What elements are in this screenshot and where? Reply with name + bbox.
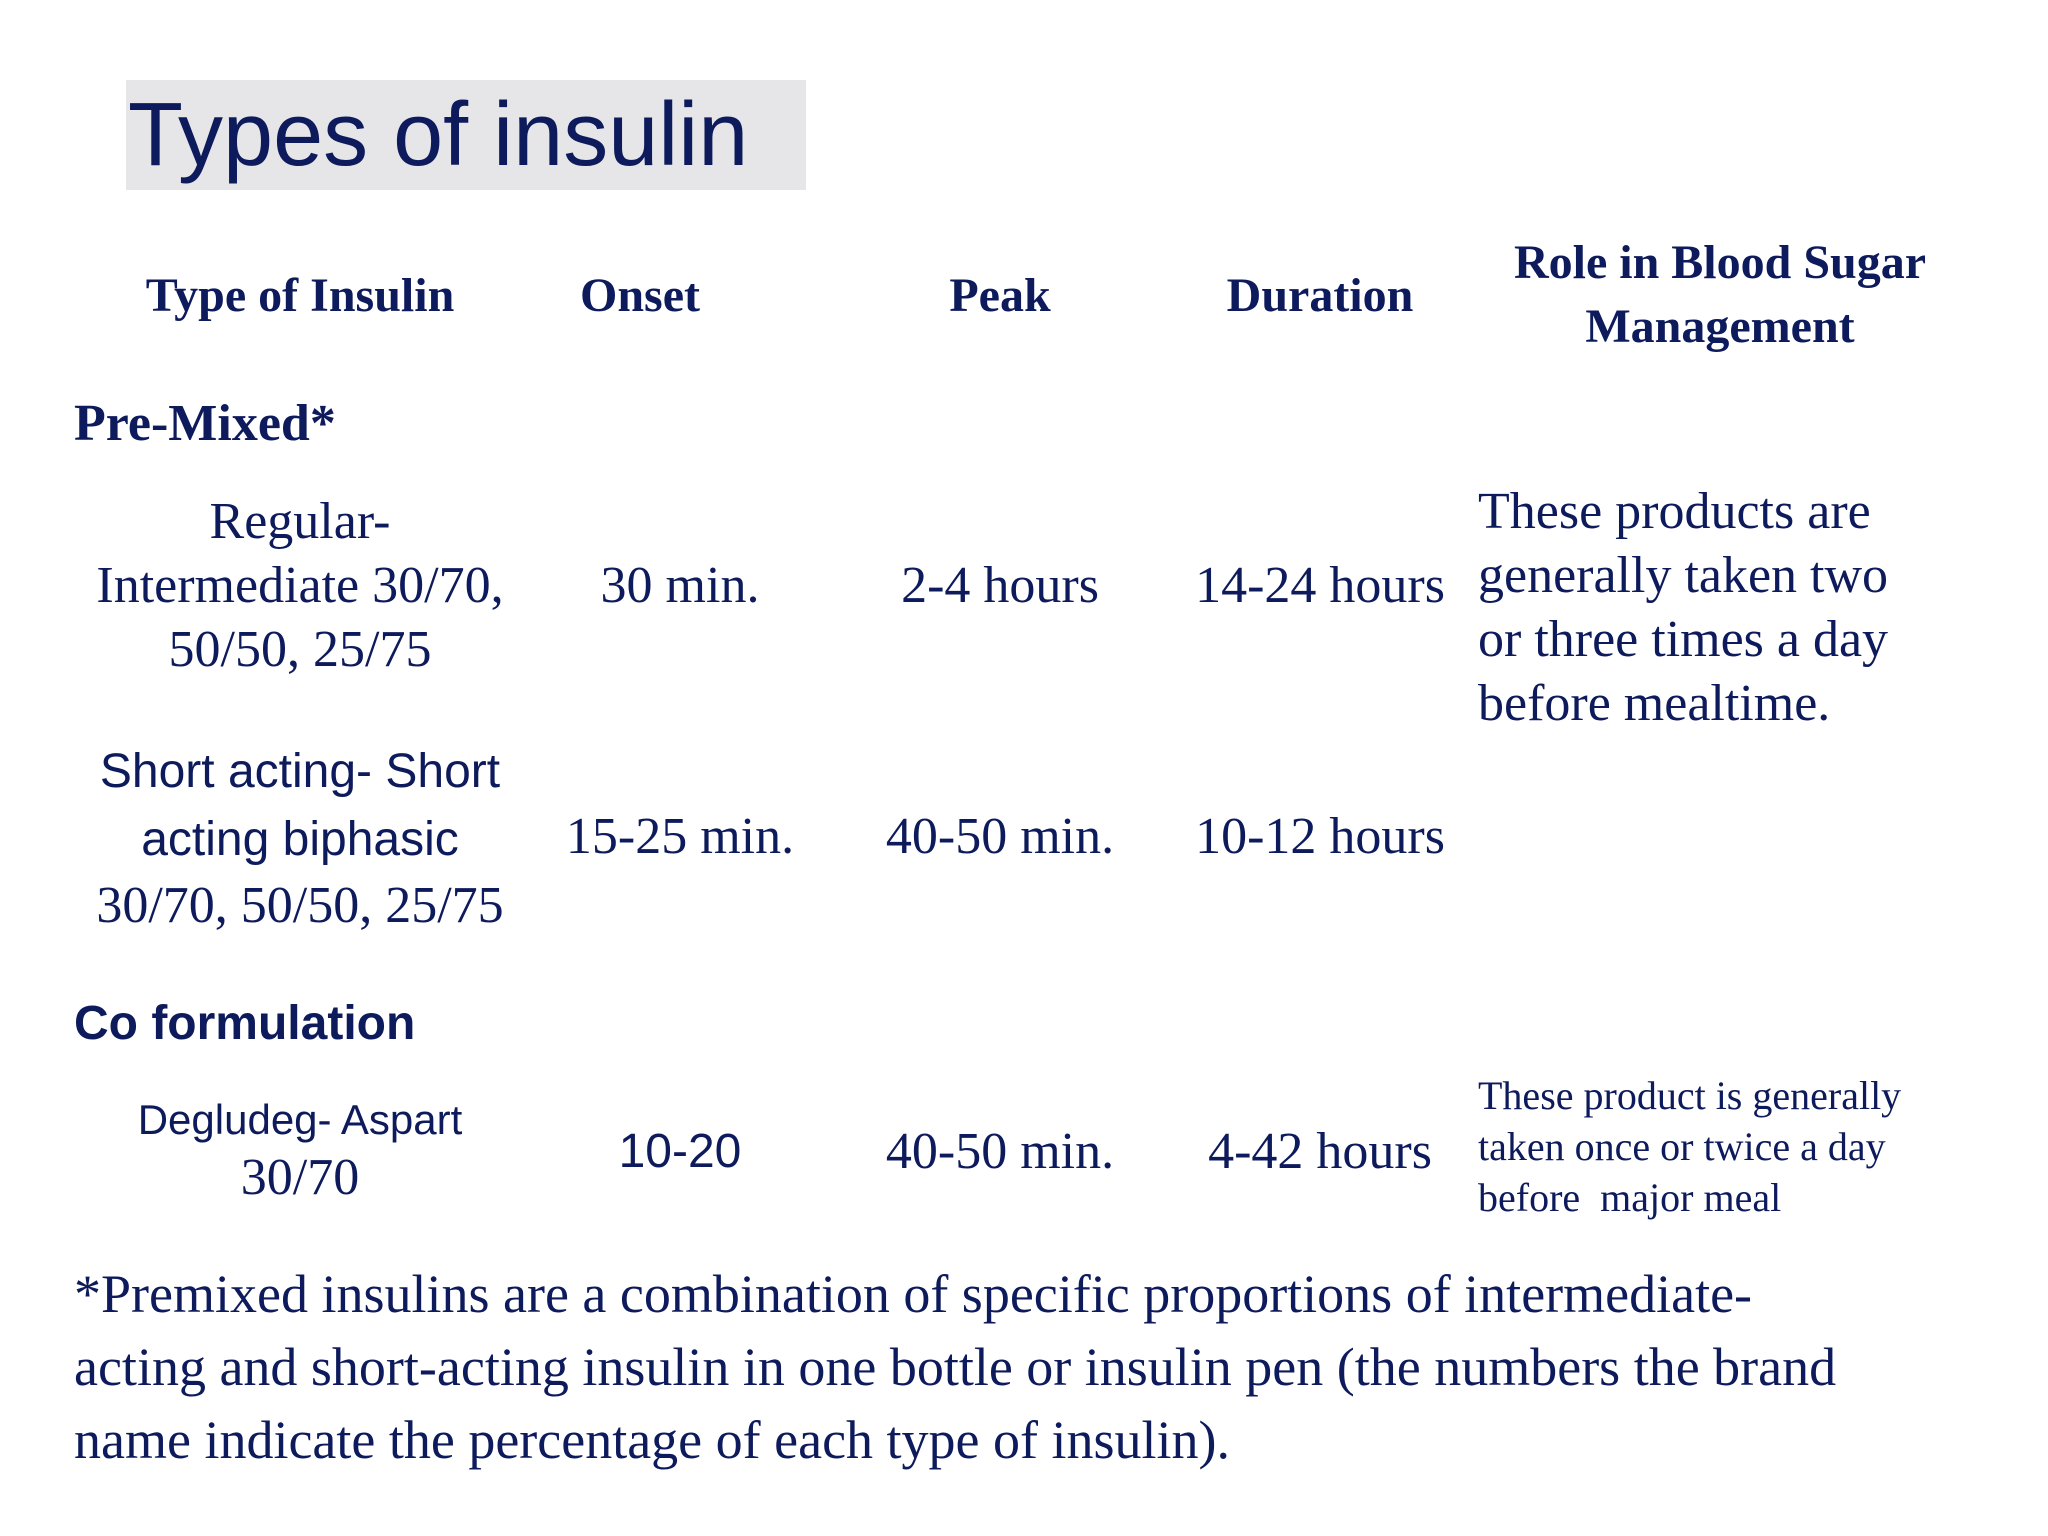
row-regular-intermediate-type: Regular- Intermediate 30/70, 50/50, 25/7… xyxy=(60,490,540,682)
row-degludeg-aspart-role: These product is generally taken once or… xyxy=(1478,1070,2018,1223)
row-degludeg-aspart-onset: 10-20 xyxy=(618,1125,742,1178)
role-line: taken once or twice a day xyxy=(1478,1124,1886,1169)
role-line: before major meal xyxy=(1478,1175,1782,1220)
type-line: 30/70, 50/50, 25/75 xyxy=(96,877,504,934)
section-label-co-formulation: Co formulation xyxy=(74,997,416,1050)
type-line: acting biphasic xyxy=(141,813,459,866)
type-line: Degludeg- Aspart xyxy=(137,1096,463,1143)
row-short-acting-type: Short acting- Short acting biphasic 30/7… xyxy=(60,738,540,938)
header-role: Role in Blood Sugar Management xyxy=(1460,231,1980,359)
row-regular-intermediate-duration: 14-24 hours xyxy=(1195,557,1445,614)
role-line: before mealtime. xyxy=(1478,675,1831,732)
header-type-of-insulin: Type of Insulin xyxy=(145,269,455,322)
row-regular-intermediate-onset: 30 min. xyxy=(600,557,760,614)
section-label-premixed: Pre-Mixed* xyxy=(74,395,336,452)
role-line: or three times a day xyxy=(1478,611,1889,668)
footnote-line: name indicate the percentage of each typ… xyxy=(74,1410,1230,1470)
role-line: These product is generally xyxy=(1478,1073,1902,1118)
footnote: *Premixed insulins are a combination of … xyxy=(74,1258,1994,1477)
row-regular-intermediate-role: These products are generally taken two o… xyxy=(1478,480,1998,736)
header-role-line-2: Management xyxy=(1585,300,1855,353)
header-duration: Duration xyxy=(1226,269,1414,322)
role-line: generally taken two xyxy=(1478,547,1889,604)
slide-title: Types of insulin xyxy=(126,80,806,190)
type-line: Regular- xyxy=(209,493,391,550)
row-degludeg-aspart-peak: 40-50 min. xyxy=(885,1123,1115,1180)
header-onset: Onset xyxy=(580,269,700,322)
row-degludeg-aspart-duration: 4-42 hours xyxy=(1208,1123,1432,1180)
row-short-acting-duration: 10-12 hours xyxy=(1195,808,1445,865)
row-degludeg-aspart-type: Degludeg- Aspart 30/70 xyxy=(60,1092,540,1208)
type-line: Intermediate 30/70, xyxy=(96,557,504,614)
type-line: 50/50, 25/75 xyxy=(168,621,432,678)
row-short-acting-peak: 40-50 min. xyxy=(885,808,1115,865)
role-line: These products are xyxy=(1478,483,1871,540)
footnote-line: *Premixed insulins are a combination of … xyxy=(74,1264,1753,1324)
row-short-acting-onset: 15-25 min. xyxy=(565,808,795,865)
row-regular-intermediate-peak: 2-4 hours xyxy=(901,557,1099,614)
header-role-line-1: Role in Blood Sugar xyxy=(1513,236,1927,289)
type-line: 30/70 xyxy=(240,1149,360,1206)
type-line: Short acting- Short xyxy=(99,745,501,798)
header-peak: Peak xyxy=(949,269,1051,322)
footnote-line: acting and short-acting insulin in one b… xyxy=(74,1337,1837,1397)
